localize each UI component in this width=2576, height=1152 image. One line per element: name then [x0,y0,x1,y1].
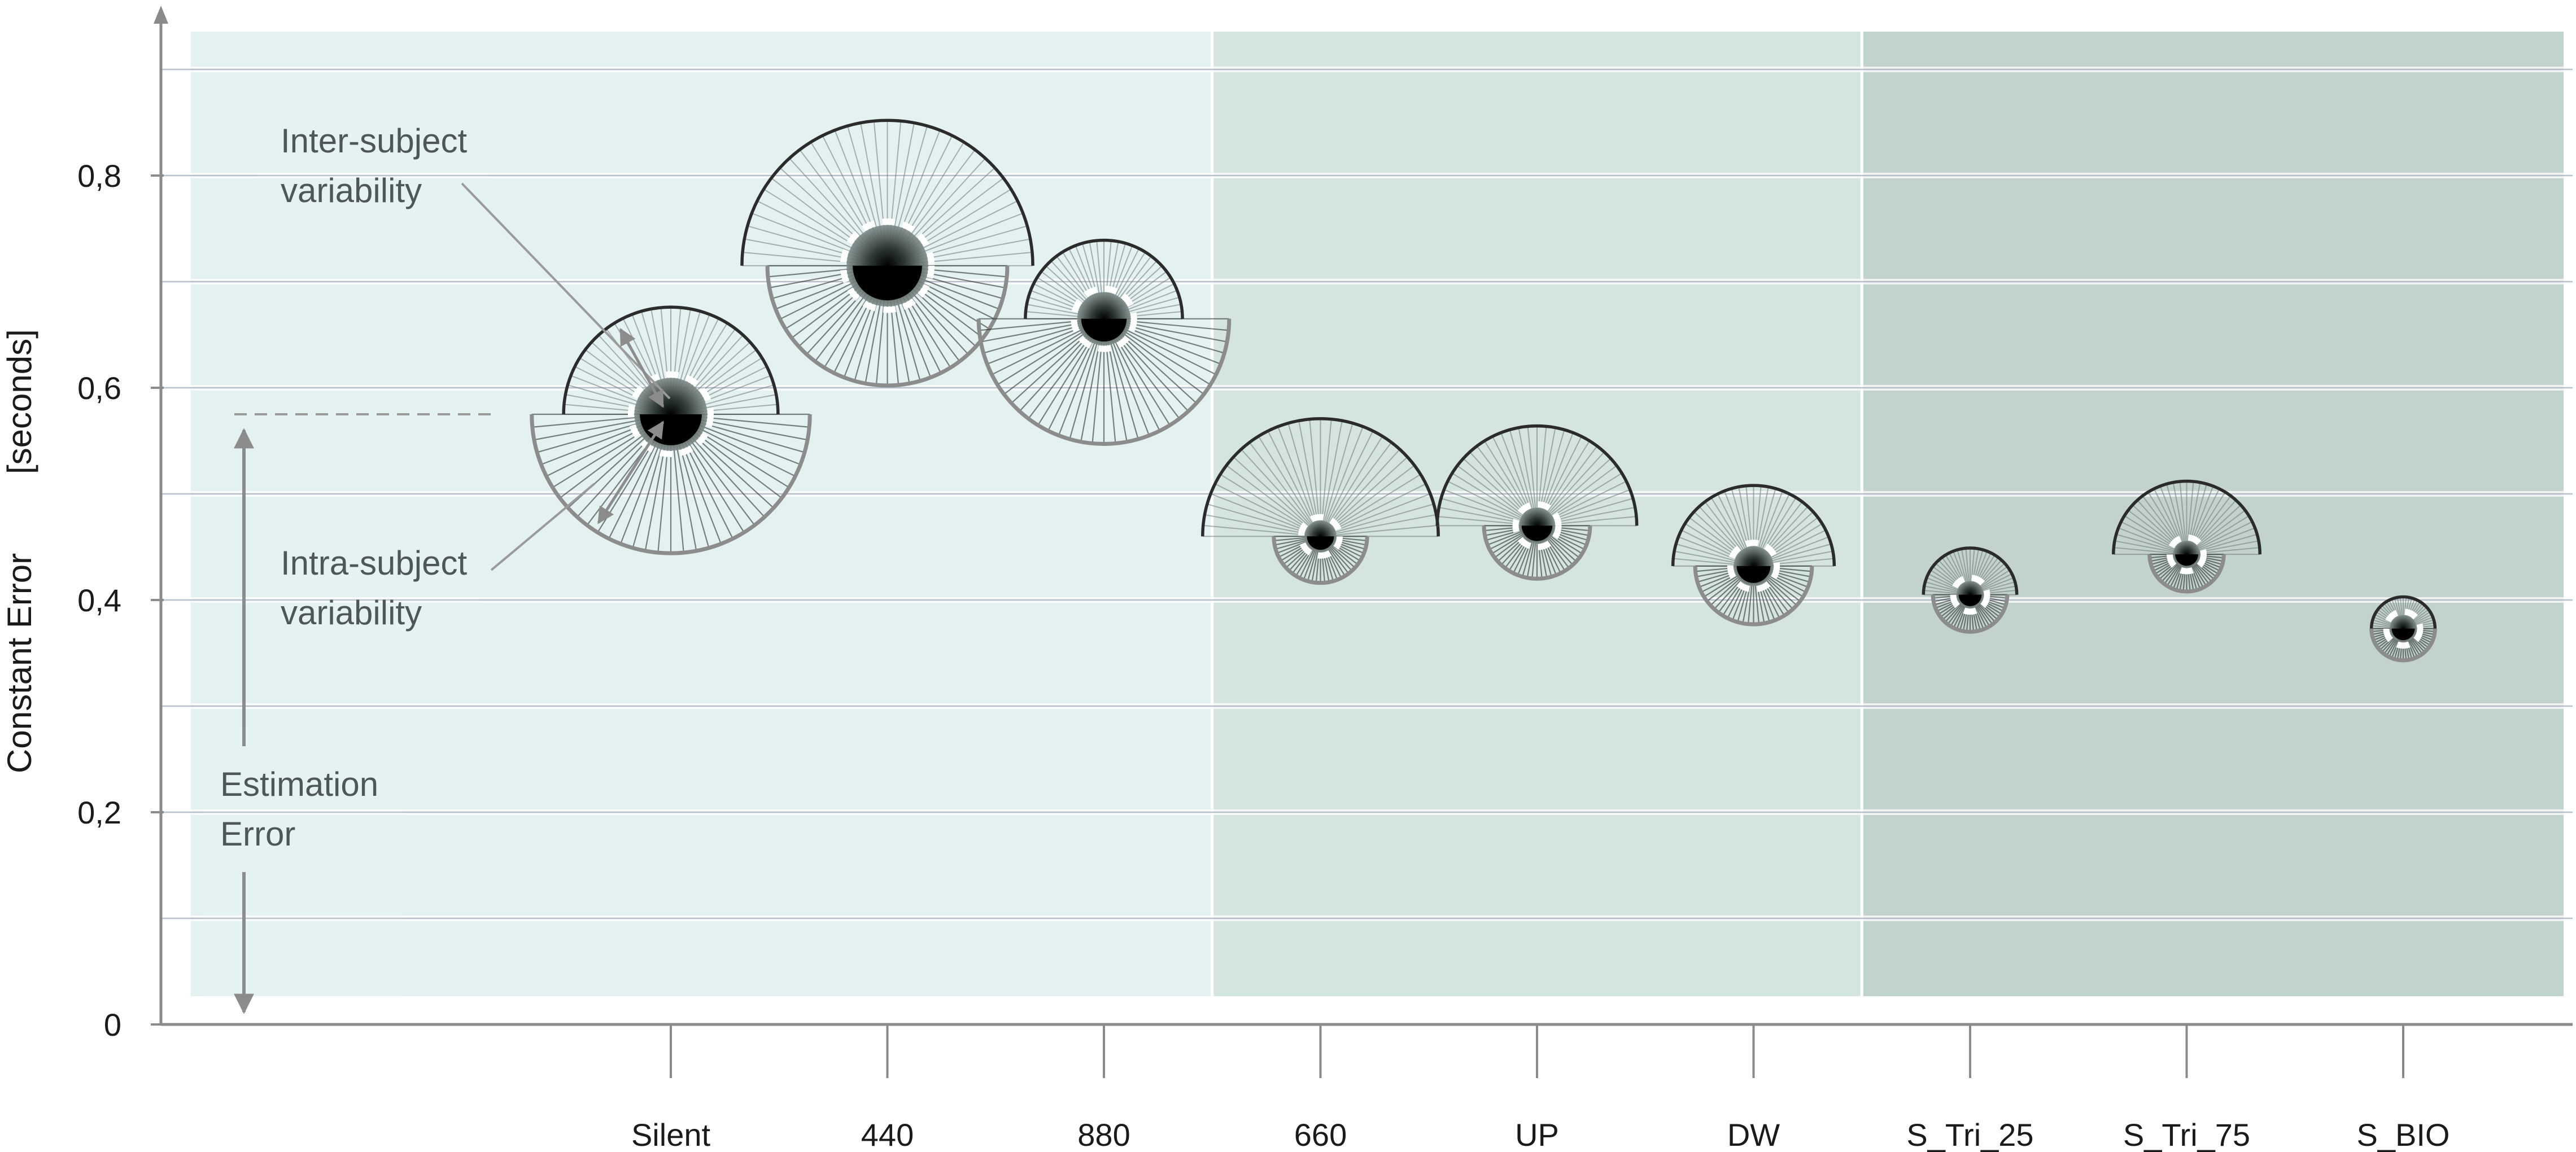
intra-arc [1931,594,2010,634]
x-tick-label: 660 [1294,1117,1347,1152]
core-lower [2175,554,2198,566]
inter-ray [1320,503,1434,537]
inter-ray [1320,420,1343,537]
group-band [191,32,1212,996]
inter-ray [1320,524,1438,537]
inter-arc [2369,595,2437,629]
intra-arc [2147,554,2226,594]
inter-arc [2112,479,2261,555]
annotation-panel [248,539,480,686]
core-lower [1307,536,1334,550]
x-tick-label: DW [1727,1117,1780,1152]
intra-arc [976,318,1232,446]
y-tick-label: 0,6 [77,370,121,406]
x-tick-label: UP [1515,1117,1559,1152]
y-tick-label: 0,2 [77,795,121,830]
mean-ring [840,218,935,313]
mean-ring [2383,608,2424,649]
data-marks [530,119,2437,663]
y-tick-label: 0,4 [77,582,121,618]
inter-ray [1233,456,1321,537]
x-tick-label: Silent [631,1117,711,1152]
y-tick-label: 0,8 [77,158,121,194]
annotations: Inter-subject variability Intra-subject var… [203,104,671,1014]
data-point [1201,417,1440,585]
inter-subject-annotation: variability [281,172,422,209]
intra-arc [2369,628,2437,663]
inter-ray [1241,449,1321,537]
x-tick-label: 880 [1077,1117,1130,1152]
inter-ray [1320,423,1354,537]
y-axis-arrowhead [154,6,168,24]
inter-arc [1671,484,1836,566]
core-lower [1958,594,1982,606]
mean-ring [1950,575,1990,615]
mean-ring [1727,540,1780,593]
inter-arc [1435,424,1639,526]
x-tick-label: 440 [861,1117,914,1152]
core-lower [1521,525,1553,541]
x-tick-label: S_Tri_75 [2123,1117,2250,1152]
inter-subject-annotation: Inter-subject [281,122,467,160]
intra-arc [765,265,1010,388]
intra-arc [1272,536,1369,585]
gridlines [161,67,2573,921]
intra-radius-arrow [597,420,665,524]
data-point [740,119,1034,388]
data-point [1435,424,1639,581]
inter-radius-arrow [619,328,665,408]
inter-ray [1320,430,1374,537]
intra-leader [490,483,595,571]
inter-ray [1258,436,1321,537]
intra-arc [1693,566,1814,627]
y-axis-unit: [seconds] [1,329,38,474]
inter-arc [740,119,1034,266]
mean-ring [1071,285,1137,352]
inter-arc [1922,546,2019,595]
annotation-panel [203,725,404,996]
data-point [2112,479,2261,594]
inter-ray [1320,436,1383,537]
group-band [1862,32,2564,996]
core-lower [853,265,922,301]
estimation-error-annotation: Estimation [220,765,378,803]
y-tick-label: 0 [104,1007,121,1043]
inter-ray [1320,426,1364,537]
intra-subject-annotation: variability [281,594,422,632]
data-point [976,239,1232,446]
inter-ray [1248,442,1321,537]
core-lower [1081,318,1127,342]
intra-arc [530,414,812,555]
y-axis-label: Constant Error [1,553,38,773]
data-point [1922,546,2019,634]
x-tick-label: S_BIO [2357,1117,2450,1152]
core-lower [1736,566,1771,583]
mean-ring [1298,514,1343,559]
mean-ring [627,371,714,458]
inter-ray [1320,514,1437,537]
estimation-error-annotation: Error [220,815,295,853]
x-tick-label: S_Tri_25 [1906,1117,2033,1152]
axes: 0 0,2 0,4 0,6 0,8 Silent 440 880 660 UP DW S_Tri_25… [1,6,2573,1152]
data-point [2369,595,2437,663]
intra-subject-annotation: Intra-subject [281,544,467,582]
mean-ring [1512,501,1562,550]
inter-arc [1024,239,1184,319]
core-lower [2391,628,2415,641]
annotation-panel [257,104,488,251]
intra-arc [1482,525,1592,581]
inter-arc [562,305,780,415]
inter-arc [1201,417,1440,537]
data-point [1671,484,1836,627]
mean-ring [2167,534,2207,575]
